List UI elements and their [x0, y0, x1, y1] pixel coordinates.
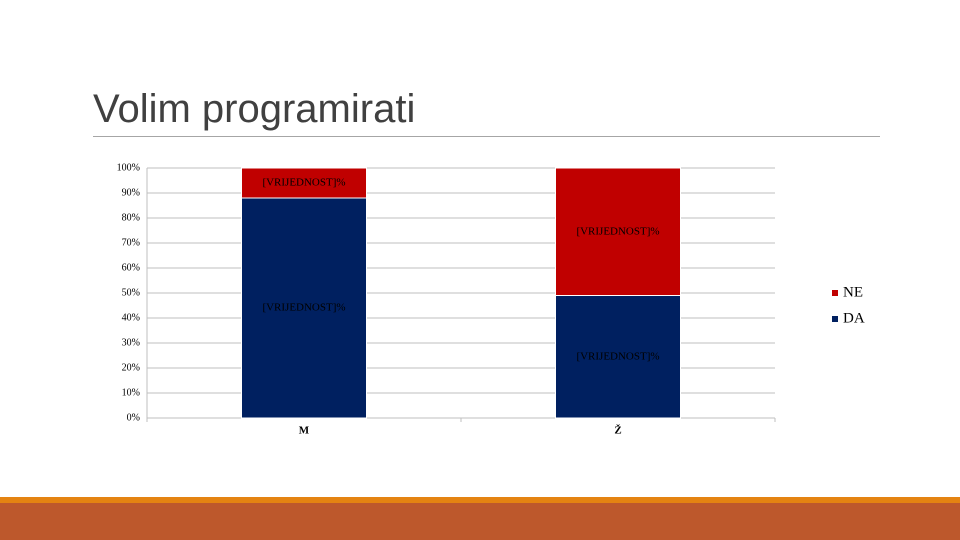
y-tick-label: 70%	[122, 237, 140, 248]
x-tick-label: Ž	[614, 425, 621, 437]
bar-segment	[555, 167, 681, 296]
y-tick-label: 60%	[122, 262, 140, 273]
y-tick-label: 80%	[122, 212, 140, 223]
legend-label: NE	[843, 284, 863, 300]
data-label: [VRIJEDNOST]%	[262, 302, 345, 314]
footer-stripe	[0, 497, 960, 503]
footer-band	[0, 503, 960, 540]
legend-swatch	[832, 290, 838, 296]
bar-segment	[241, 197, 367, 419]
y-tick-label: 0%	[127, 412, 140, 423]
x-tick-label: M	[299, 425, 310, 437]
y-tick-label: 50%	[122, 287, 140, 298]
y-tick-label: 20%	[122, 362, 140, 373]
y-tick-label: 90%	[122, 187, 140, 198]
data-label: [VRIJEDNOST]%	[262, 177, 345, 189]
bar-segment	[241, 167, 367, 199]
legend-swatch	[832, 316, 838, 322]
chart-title: Volim programirati	[93, 87, 415, 131]
bar-segment	[555, 295, 681, 419]
y-tick-label: 40%	[122, 312, 140, 323]
y-tick-label: 100%	[117, 162, 140, 173]
legend-label: DA	[843, 310, 865, 326]
data-label: [VRIJEDNOST]%	[576, 225, 659, 237]
y-tick-label: 30%	[122, 337, 140, 348]
y-tick-label: 10%	[122, 387, 140, 398]
data-label: [VRIJEDNOST]%	[576, 350, 659, 362]
